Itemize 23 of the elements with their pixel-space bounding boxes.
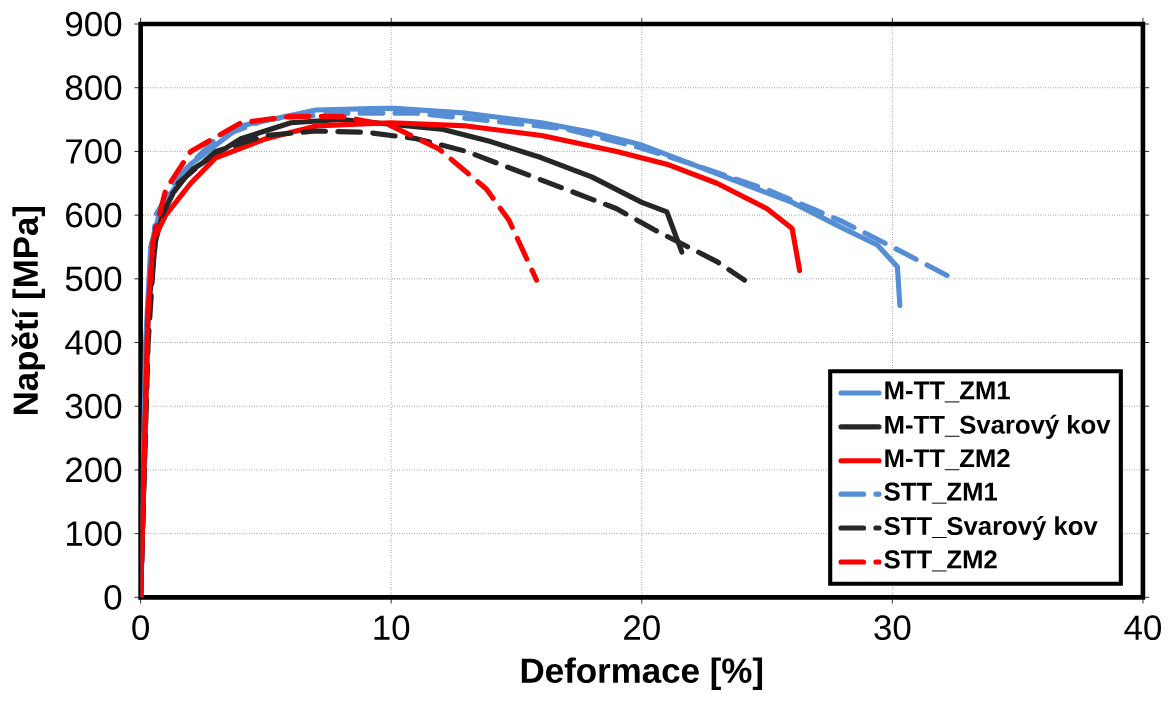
y-tick-label: 500 [65,266,122,292]
y-tick-label: 0 [104,585,122,610]
legend-label: M-TT_ZM1 [885,381,1010,403]
x-tick-label: 10 [374,615,410,641]
x-axis-title: Deformace [%] [521,657,763,691]
legend-label: STT_ZM2 [884,550,997,572]
y-tick-label: 600 [66,202,122,228]
legend-label: STT_Svarový kov [884,516,1098,541]
legend-label: M-TT_Svarový kov [885,414,1111,440]
y-tick-label: 700 [66,139,122,164]
legend-label: STT_ZM1 [884,482,998,504]
y-axis-title: Napětí [MPa] [11,207,45,415]
y-tick-label: 900 [65,11,122,37]
y-tick-label: 800 [65,75,122,101]
y-tick-label: 200 [66,457,122,483]
x-tick-label: 0 [132,615,149,641]
legend-label: M-TT_ZM2 [885,449,1010,471]
y-tick-label: 100 [67,521,122,547]
y-tick-label: 400 [65,330,122,356]
x-tick-label: 30 [874,615,911,641]
x-tick-label: 20 [624,615,660,641]
x-tick-label: 40 [1124,615,1161,641]
y-tick-label: 300 [65,394,122,419]
